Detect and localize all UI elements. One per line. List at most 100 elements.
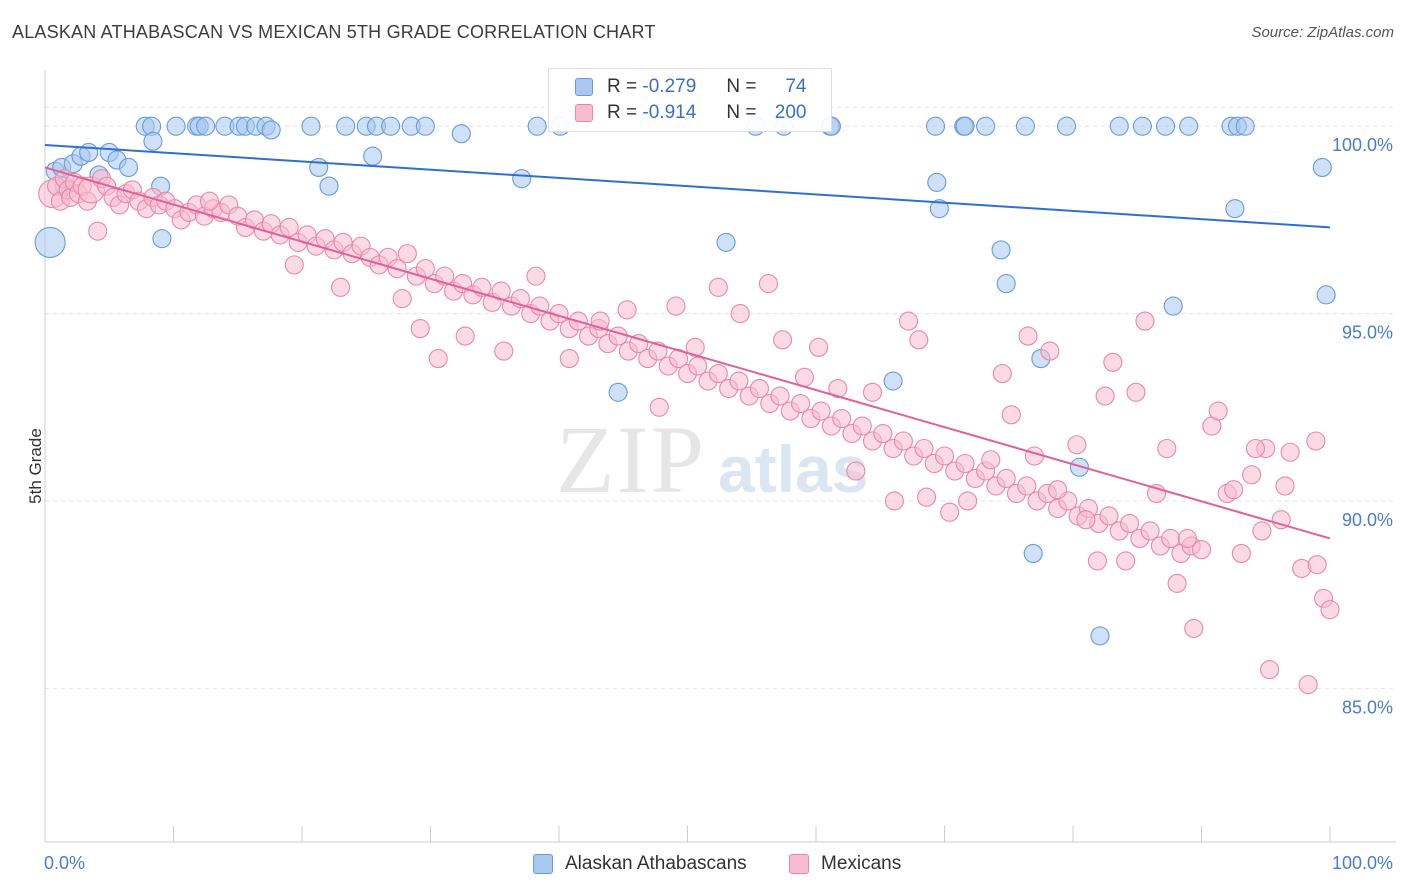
data-point <box>730 304 750 324</box>
data-point <box>1208 401 1228 421</box>
data-point <box>410 319 430 339</box>
data-point <box>1017 476 1037 496</box>
data-point <box>716 232 736 252</box>
data-point <box>873 423 893 444</box>
source-label: Source: ZipAtlas.com <box>1251 24 1394 41</box>
legend-swatch-athabascans <box>575 78 593 96</box>
trend-lines <box>44 143 1331 540</box>
data-point <box>1271 510 1291 530</box>
data-point <box>1001 405 1021 425</box>
data-point <box>1298 675 1318 695</box>
legend-r-value: -0.914 <box>642 102 697 123</box>
data-point <box>336 116 356 136</box>
data-point <box>1103 352 1123 372</box>
data-point <box>898 311 919 331</box>
data-point <box>415 116 435 136</box>
watermark-zip: ZIP <box>556 406 706 513</box>
data-point <box>811 401 831 421</box>
data-point <box>1161 528 1181 548</box>
correlation-legend: R = -0.279 N = 74 R = -0.914 N = 200 <box>548 68 832 132</box>
data-point <box>909 330 929 350</box>
data-point <box>608 326 628 346</box>
data-point <box>455 326 475 346</box>
y-tick-label: 100.0% <box>1332 135 1393 155</box>
data-point <box>1018 326 1038 346</box>
data-point <box>79 142 99 162</box>
data-point <box>916 487 937 507</box>
bottom-legend-swatch-mexicans <box>789 854 809 874</box>
bottom-legend-label: Alaskan Athabascans <box>565 853 747 874</box>
legend-r-value: -0.279 <box>642 76 697 97</box>
data-point <box>1320 600 1340 620</box>
data-point <box>1235 116 1255 136</box>
data-point <box>330 277 351 297</box>
data-point <box>559 349 579 369</box>
data-point <box>708 364 728 384</box>
data-point <box>1157 438 1177 459</box>
data-point <box>392 289 412 309</box>
data-point <box>143 131 163 151</box>
data-point <box>649 397 669 417</box>
data-point <box>1280 442 1300 462</box>
data-point <box>828 378 848 399</box>
data-point <box>1231 543 1251 563</box>
legend-r-label: R = <box>607 102 638 123</box>
data-point <box>976 116 996 136</box>
data-point <box>1023 543 1043 563</box>
data-point <box>397 244 417 264</box>
data-point <box>166 116 186 136</box>
data-point <box>1179 116 1199 136</box>
data-point <box>927 172 947 192</box>
legend-n-value: 74 <box>785 76 807 97</box>
data-point <box>791 393 811 414</box>
trend-line <box>44 166 1331 540</box>
y-tick-label: 90.0% <box>1342 510 1393 530</box>
data-point <box>301 116 321 136</box>
data-point <box>958 491 978 511</box>
data-point <box>1132 116 1152 136</box>
bottom-legend-label: Mexicans <box>821 853 902 874</box>
data-point <box>1135 311 1155 331</box>
data-point <box>1245 438 1266 459</box>
data-point <box>991 240 1011 260</box>
data-point <box>940 502 960 522</box>
y-tick-label: 95.0% <box>1342 323 1393 343</box>
data-point <box>934 446 955 466</box>
legend-n-value: 200 <box>774 102 807 123</box>
data-point <box>1155 116 1176 136</box>
data-point <box>284 255 304 275</box>
data-point <box>451 124 471 144</box>
data-point <box>1191 540 1212 560</box>
legend-n-label: N = <box>726 102 757 123</box>
data-point <box>688 356 708 376</box>
data-point <box>1275 476 1295 496</box>
data-point <box>1225 199 1245 219</box>
data-point <box>1140 521 1160 541</box>
watermark: ZIP atlas <box>556 406 868 513</box>
data-point <box>846 461 866 481</box>
x-tick-label: 0.0% <box>44 853 85 873</box>
data-point <box>992 364 1012 384</box>
bottom-legend-swatch-athabascans <box>533 854 553 874</box>
data-point <box>34 226 66 258</box>
legend-r-label: R = <box>607 76 638 97</box>
legend-row-mexicans: R = -0.914 N = 200 <box>575 101 807 125</box>
data-point <box>279 217 299 237</box>
x-tick-label: 100.0% <box>1332 853 1393 873</box>
data-point <box>196 116 216 136</box>
data-point <box>381 116 401 136</box>
data-point <box>1119 513 1140 534</box>
data-point <box>832 408 852 429</box>
tick-labels: 85.0% 90.0% 95.0% 100.0% 0.0% 100.0% <box>44 135 1393 873</box>
data-point <box>1109 116 1129 136</box>
data-point <box>261 120 281 140</box>
data-point <box>512 169 532 189</box>
data-point <box>1099 506 1119 526</box>
data-point <box>925 116 946 136</box>
data-point <box>893 431 913 451</box>
data-point <box>1224 480 1244 500</box>
data-point <box>996 468 1016 489</box>
data-point <box>794 367 814 387</box>
data-point <box>1307 555 1327 575</box>
